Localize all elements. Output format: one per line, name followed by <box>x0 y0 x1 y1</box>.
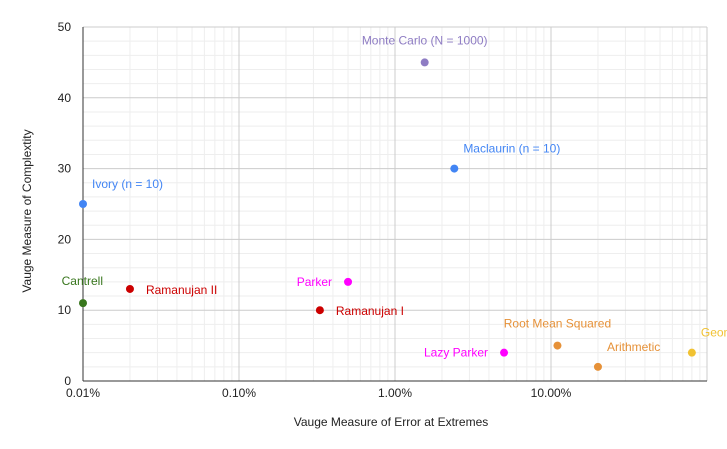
scatter-point <box>450 164 459 173</box>
scatter-point <box>79 299 87 308</box>
y-tick-label: 30 <box>58 162 72 176</box>
scatter-point <box>553 341 562 350</box>
y-tick-label: 50 <box>58 20 72 34</box>
y-tick-label: 10 <box>58 303 72 317</box>
scatter-point <box>420 58 429 67</box>
scatter-point <box>500 348 509 357</box>
x-tick-label: 0.10% <box>222 386 256 400</box>
points-layer: Ivory (n = 10) Cantrell Ramanujan II Parker… <box>62 33 727 371</box>
scatter-point <box>593 362 602 371</box>
point-label: Ramanujan II <box>146 283 217 297</box>
point-label: Ramanujan I <box>336 304 404 318</box>
scatter-point <box>79 200 87 208</box>
x-tick-label: 10.00% <box>531 386 572 400</box>
y-axis-title: Vauge Measure of Complextity <box>20 129 34 292</box>
point-label: Geometric <box>701 326 727 340</box>
y-tick-label: 20 <box>58 232 72 246</box>
point-label: Maclaurin (n = 10) <box>463 142 560 156</box>
y-tick-label: 40 <box>58 91 72 105</box>
x-tick-label: 1.00% <box>378 386 412 400</box>
scatter-point <box>125 284 134 293</box>
y-tick-label: 0 <box>64 374 71 388</box>
x-axis-title: Vauge Measure of Error at Extremes <box>294 415 489 429</box>
x-tick-label: 0.01% <box>66 386 100 400</box>
point-label: Lazy Parker <box>424 346 488 360</box>
point-label: Arithmetic <box>607 340 660 354</box>
point-label: Parker <box>297 275 332 289</box>
point-label: Ivory (n = 10) <box>92 177 163 191</box>
point-label: Root Mean Squared <box>504 317 611 331</box>
point-label: Monte Carlo (N = 1000) <box>362 33 488 47</box>
point-label: Cantrell <box>62 274 103 288</box>
axis-layer: 0 10 20 30 40 50 0.01% 0.10% 1.00% 10.00% <box>58 20 707 400</box>
scatter-point <box>315 306 324 315</box>
grid-layer <box>83 26 708 381</box>
scatter-point <box>687 348 696 357</box>
scatter-point <box>344 277 353 286</box>
